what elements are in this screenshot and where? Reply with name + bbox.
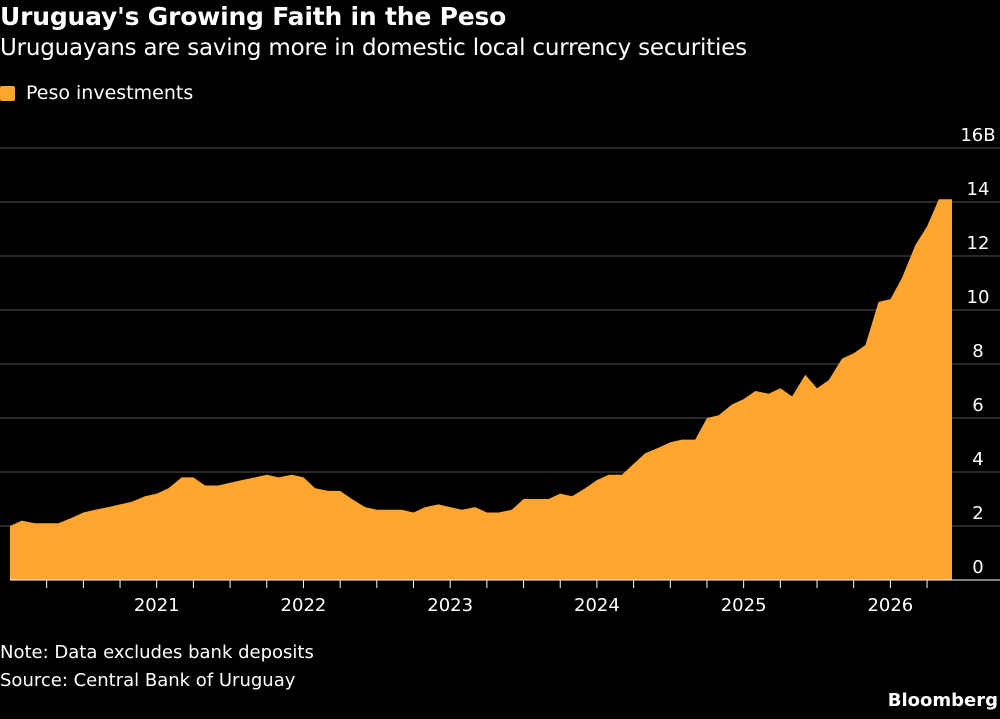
area-peso-investments bbox=[10, 199, 952, 581]
x-tick-label-2024: 2024 bbox=[574, 595, 620, 616]
chart-subtitle: Uruguayans are saving more in domestic l… bbox=[0, 35, 747, 61]
y-tick-label-16: 16B bbox=[960, 125, 995, 146]
chart-title: Uruguay's Growing Faith in the Peso bbox=[0, 2, 507, 31]
x-tick-label-2022: 2022 bbox=[281, 595, 327, 616]
y-tick-label-2: 2 bbox=[972, 503, 983, 524]
x-tick-label-2026: 2026 bbox=[867, 595, 913, 616]
y-tick-label-8: 8 bbox=[972, 341, 983, 362]
x-tick-label-2023: 2023 bbox=[427, 595, 473, 616]
bloomberg-logo: Bloomberg bbox=[887, 690, 998, 711]
chart-note: Note: Data excludes bank deposits bbox=[0, 642, 314, 663]
y-tick-label-10: 10 bbox=[967, 287, 990, 308]
x-tick-label-2025: 2025 bbox=[721, 595, 767, 616]
x-tick-label-2021: 2021 bbox=[134, 595, 180, 616]
y-tick-label-14: 14 bbox=[967, 179, 990, 200]
legend: Peso investments bbox=[0, 82, 193, 104]
legend-swatch bbox=[0, 85, 15, 101]
y-tick-label-0: 0 bbox=[972, 557, 983, 578]
legend-label: Peso investments bbox=[26, 82, 194, 104]
chart-source: Source: Central Bank of Uruguay bbox=[0, 670, 296, 691]
y-tick-label-6: 6 bbox=[972, 395, 983, 416]
y-tick-label-12: 12 bbox=[967, 233, 990, 254]
y-tick-label-4: 4 bbox=[972, 449, 983, 470]
